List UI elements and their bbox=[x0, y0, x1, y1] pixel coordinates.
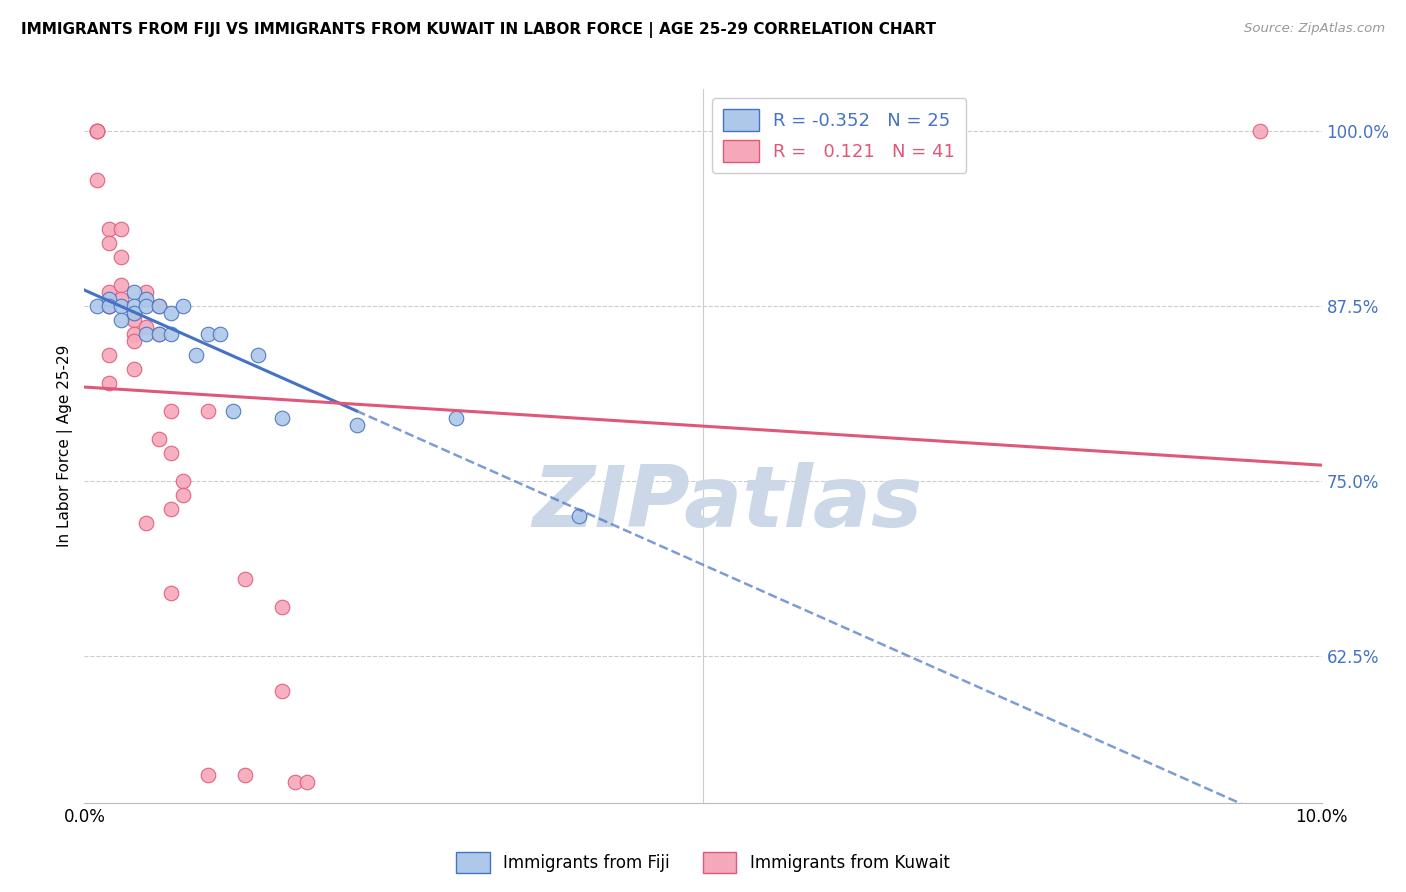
Point bbox=[295, 774, 318, 789]
Point bbox=[110, 299, 132, 313]
Point bbox=[135, 285, 157, 299]
Point bbox=[346, 417, 368, 432]
Point bbox=[122, 299, 145, 313]
Point bbox=[110, 313, 132, 327]
Point bbox=[122, 327, 145, 342]
Point bbox=[148, 299, 170, 313]
Point bbox=[160, 306, 183, 320]
Point bbox=[284, 774, 307, 789]
Point bbox=[160, 586, 183, 600]
Point bbox=[135, 299, 157, 313]
Point bbox=[122, 313, 145, 327]
Point bbox=[172, 474, 194, 488]
Point bbox=[197, 327, 219, 342]
Point bbox=[98, 285, 121, 299]
Point bbox=[271, 599, 294, 614]
Point bbox=[233, 768, 256, 782]
Point bbox=[172, 299, 194, 313]
Point bbox=[148, 327, 170, 342]
Point bbox=[86, 173, 108, 187]
Point bbox=[98, 299, 121, 313]
Point bbox=[110, 250, 132, 264]
Point bbox=[246, 348, 269, 362]
Point bbox=[233, 572, 256, 586]
Point bbox=[1249, 124, 1271, 138]
Y-axis label: In Labor Force | Age 25-29: In Labor Force | Age 25-29 bbox=[58, 345, 73, 547]
Point bbox=[148, 327, 170, 342]
Point bbox=[160, 446, 183, 460]
Point bbox=[444, 411, 467, 425]
Point bbox=[122, 334, 145, 348]
Point bbox=[98, 236, 121, 251]
Point bbox=[197, 768, 219, 782]
Point bbox=[160, 327, 183, 342]
Point bbox=[98, 299, 121, 313]
Point bbox=[148, 299, 170, 313]
Point bbox=[271, 684, 294, 698]
Point bbox=[209, 327, 232, 342]
Point bbox=[110, 292, 132, 306]
Point bbox=[86, 124, 108, 138]
Point bbox=[135, 516, 157, 530]
Text: Source: ZipAtlas.com: Source: ZipAtlas.com bbox=[1244, 22, 1385, 36]
Point bbox=[160, 404, 183, 418]
Point bbox=[135, 292, 157, 306]
Point bbox=[135, 327, 157, 342]
Point bbox=[98, 222, 121, 236]
Point bbox=[122, 306, 145, 320]
Point bbox=[184, 348, 207, 362]
Point bbox=[98, 376, 121, 390]
Legend: Immigrants from Fiji, Immigrants from Kuwait: Immigrants from Fiji, Immigrants from Ku… bbox=[450, 846, 956, 880]
Point bbox=[98, 292, 121, 306]
Point bbox=[122, 362, 145, 376]
Text: ZIPatlas: ZIPatlas bbox=[533, 461, 922, 545]
Point bbox=[172, 488, 194, 502]
Point bbox=[86, 124, 108, 138]
Point bbox=[122, 306, 145, 320]
Point bbox=[568, 508, 591, 523]
Point bbox=[122, 285, 145, 299]
Text: IMMIGRANTS FROM FIJI VS IMMIGRANTS FROM KUWAIT IN LABOR FORCE | AGE 25-29 CORREL: IMMIGRANTS FROM FIJI VS IMMIGRANTS FROM … bbox=[21, 22, 936, 38]
Point bbox=[271, 411, 294, 425]
Point bbox=[135, 320, 157, 334]
Point bbox=[110, 278, 132, 293]
Point bbox=[86, 299, 108, 313]
Point bbox=[148, 432, 170, 446]
Point bbox=[98, 299, 121, 313]
Point bbox=[86, 124, 108, 138]
Point bbox=[197, 404, 219, 418]
Point bbox=[98, 348, 121, 362]
Point bbox=[222, 404, 245, 418]
Point bbox=[110, 222, 132, 236]
Point bbox=[160, 502, 183, 516]
Legend: R = -0.352   N = 25, R =   0.121   N = 41: R = -0.352 N = 25, R = 0.121 N = 41 bbox=[711, 98, 966, 173]
